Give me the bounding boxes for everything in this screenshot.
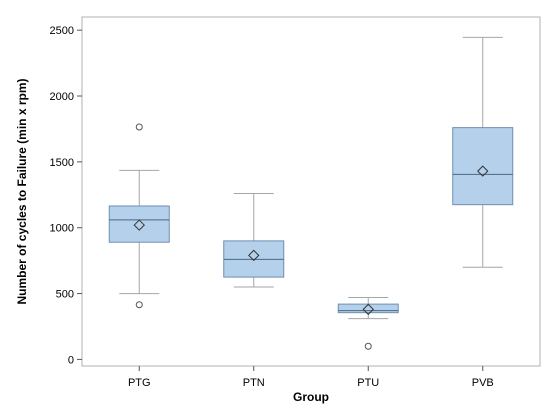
y-axis-title: Number of cycles to Failure (min x rpm): [15, 78, 29, 304]
outlier-point: [135, 301, 143, 309]
iqr-box: [108, 205, 170, 243]
box-series: [108, 36, 514, 350]
mean-marker: [362, 303, 374, 316]
y-axis: 0 500 1000 1500 2000 2500: [50, 25, 82, 366]
plot-area-frame: [81, 16, 541, 367]
outlier-point: [364, 342, 372, 350]
iqr-box: [337, 303, 399, 314]
mean-marker: [477, 165, 489, 177]
box-ptu: [337, 297, 399, 350]
y-tick-label: 1000: [50, 223, 74, 235]
box-ptn: [223, 192, 285, 288]
x-tick-label: PVB: [472, 377, 494, 389]
y-tick-label: 2500: [50, 25, 74, 37]
mean-marker: [248, 249, 260, 262]
x-tick-label: PTU: [357, 377, 379, 389]
mean-marker: [133, 219, 145, 231]
y-tick-label: 2000: [50, 91, 74, 103]
box-ptg: [108, 123, 170, 309]
y-tick-label: 500: [56, 289, 74, 301]
x-tick-label: PTN: [243, 377, 265, 389]
x-axis-title: Group: [293, 390, 329, 404]
x-tick-label: PTG: [128, 377, 151, 389]
outlier-point: [135, 123, 143, 131]
x-axis: PTG PTN PTU PVB: [128, 366, 494, 389]
y-tick-label: 1500: [50, 157, 74, 169]
y-tick-label: 0: [68, 354, 74, 366]
box-pvb: [452, 36, 514, 268]
